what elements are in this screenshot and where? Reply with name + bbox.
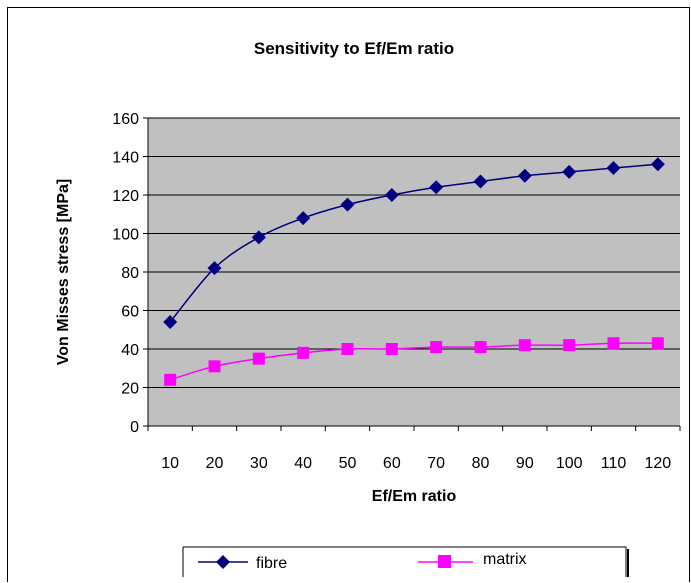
x-tick-labels: 10 20 30 40 50 60 70 80 90 100 110 120 xyxy=(161,455,671,472)
point-matrix-30 xyxy=(252,352,265,365)
point-matrix-110 xyxy=(607,337,620,350)
y-tick-label: 20 xyxy=(121,381,139,398)
point-matrix-50 xyxy=(341,343,354,355)
point-matrix-60 xyxy=(385,343,398,355)
x-tick-label: 110 xyxy=(601,455,627,472)
point-matrix-20 xyxy=(208,360,221,373)
x-tick-label: 90 xyxy=(516,455,534,472)
series-markers xyxy=(163,157,665,386)
point-fibre-50 xyxy=(340,197,355,212)
point-fibre-80 xyxy=(473,174,488,189)
point-matrix-10 xyxy=(164,373,177,386)
y-tick-label: 120 xyxy=(112,188,139,205)
y-tick-label: 160 xyxy=(112,111,139,128)
y-tick-label: 100 xyxy=(112,227,139,244)
y-tick-label: 80 xyxy=(121,265,139,282)
point-matrix-70 xyxy=(430,341,443,354)
point-matrix-100 xyxy=(563,339,576,352)
point-fibre-60 xyxy=(384,188,399,202)
point-fibre-20 xyxy=(207,261,222,276)
y-tick-label: 0 xyxy=(130,419,139,436)
point-fibre-100 xyxy=(562,164,577,179)
y-tick-label: 140 xyxy=(112,150,139,167)
x-tick-label: 70 xyxy=(427,455,445,472)
x-tick-label: 120 xyxy=(644,455,671,472)
point-matrix-40 xyxy=(297,346,310,359)
legend-matrix-marker xyxy=(438,555,451,568)
x-tick-label: 50 xyxy=(339,455,357,472)
x-tick-label: 80 xyxy=(472,455,490,472)
legend-fibre-label: fibre xyxy=(256,555,287,572)
x-tick-label: 30 xyxy=(250,455,268,472)
y-tick-label: 40 xyxy=(121,342,139,359)
chart-title: Sensitivity to Ef/Em ratio xyxy=(254,39,454,58)
x-axis-label: Ef/Em ratio xyxy=(372,488,457,505)
y-tick-label: 60 xyxy=(121,304,139,321)
x-tick-label: 40 xyxy=(294,455,312,472)
point-matrix-80 xyxy=(474,341,487,354)
x-tick-label: 10 xyxy=(161,455,179,472)
chart-frame: Sensitivity to Ef/Em ratio 0 20 40 60 80 100 1… xyxy=(7,7,690,582)
legend: fibre matrix xyxy=(182,546,629,577)
gridlines xyxy=(148,117,680,388)
axes xyxy=(143,117,681,431)
point-fibre-110 xyxy=(606,161,621,176)
x-tick-label: 100 xyxy=(556,455,583,472)
x-tick-label: 20 xyxy=(206,455,224,472)
point-matrix-90 xyxy=(518,339,531,352)
legend-matrix-label: matrix xyxy=(483,551,527,568)
point-fibre-70 xyxy=(429,180,444,195)
y-tick-labels: 0 20 40 60 80 100 120 140 160 xyxy=(112,111,139,436)
y-axis-label: Von Misses stress [MPa] xyxy=(55,179,72,365)
x-tick-label: 60 xyxy=(383,455,401,472)
point-fibre-30 xyxy=(251,230,266,245)
chart-svg: Sensitivity to Ef/Em ratio 0204060801001… xyxy=(55,39,681,577)
point-fibre-40 xyxy=(296,211,311,226)
legend-fibre-marker xyxy=(216,555,230,569)
point-fibre-90 xyxy=(517,168,532,183)
point-matrix-120 xyxy=(651,337,664,350)
point-fibre-10 xyxy=(163,315,178,330)
point-fibre-120 xyxy=(650,157,665,172)
